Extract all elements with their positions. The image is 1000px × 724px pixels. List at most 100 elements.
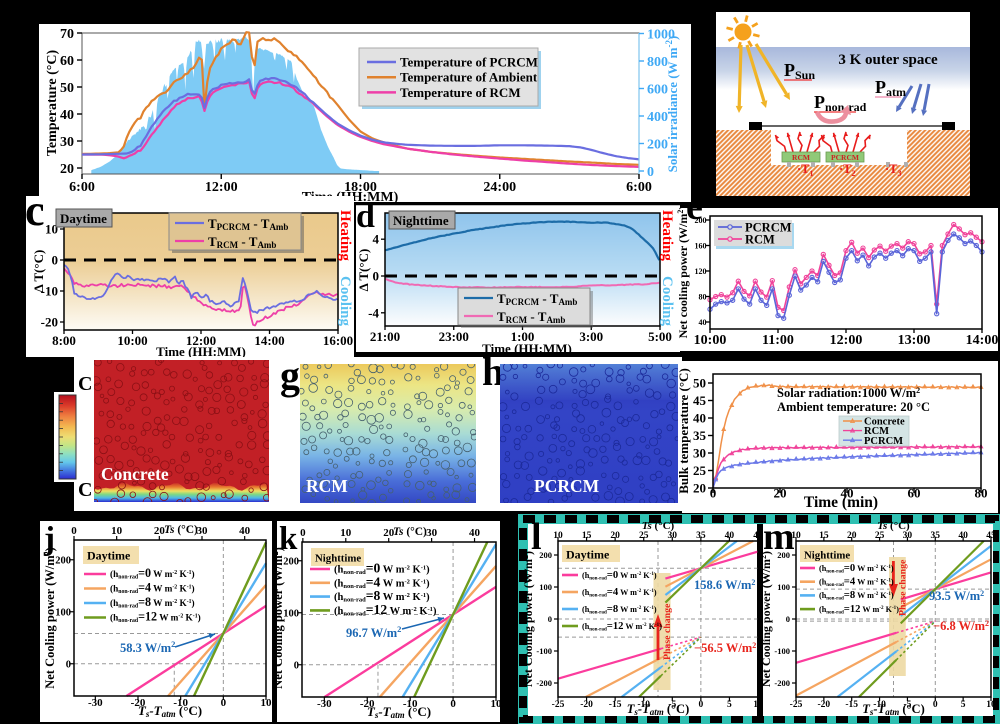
svg-text:Concrete: Concrete: [101, 464, 169, 484]
svg-text:20: 20: [847, 531, 857, 541]
svg-text:1:00: 1:00: [511, 329, 535, 344]
svg-text:15: 15: [819, 531, 829, 541]
svg-text:l: l: [531, 516, 542, 558]
svg-text:35: 35: [693, 428, 707, 443]
svg-text:PCRCM: PCRCM: [831, 153, 859, 162]
svg-text:10:00: 10:00: [117, 333, 147, 348]
svg-text:Ts (°C): Ts (°C): [642, 520, 675, 532]
svg-text:Net Cooling power (W/m2): Net Cooling power (W/m2): [271, 547, 286, 689]
svg-text:PCRCM: PCRCM: [534, 476, 600, 496]
svg-text:30: 30: [197, 525, 209, 537]
svg-text:600: 600: [647, 83, 668, 98]
svg-text:100: 100: [55, 607, 71, 618]
svg-text:20: 20: [383, 527, 395, 539]
svg-text:Ts (°C): Ts (°C): [393, 526, 427, 538]
svg-text:-5: -5: [668, 700, 676, 710]
svg-text:h: h: [482, 349, 504, 394]
svg-text:-30: -30: [88, 697, 103, 709]
svg-text:Time (HH:MM): Time (HH:MM): [156, 344, 246, 359]
svg-text:45: 45: [753, 531, 763, 541]
svg-text:Phase change: Phase change: [897, 559, 908, 616]
svg-text:100: 100: [283, 608, 299, 619]
svg-text:(hnon-rad=8 W m-2 K-1): (hnon-rad=8 W m-2 K-1): [582, 604, 657, 616]
svg-text:−6.8 W/m2: −6.8 W/m2: [933, 619, 989, 634]
svg-text:Net Cooling power (W/m2): Net Cooling power (W/m2): [521, 551, 536, 687]
svg-text:20: 20: [693, 481, 706, 496]
svg-text:200: 200: [695, 216, 707, 225]
svg-text:10: 10: [986, 700, 996, 710]
svg-text:-20: -20: [580, 700, 593, 710]
svg-text:j: j: [43, 521, 55, 557]
svg-text:158.6 W/m2: 158.6 W/m2: [694, 578, 755, 593]
svg-text:40: 40: [239, 525, 251, 537]
svg-text:35: 35: [696, 531, 706, 541]
svg-text:10: 10: [491, 698, 503, 710]
svg-text:25: 25: [639, 531, 649, 541]
svg-text:35: 35: [931, 531, 941, 541]
svg-text:RCM: RCM: [792, 153, 810, 162]
svg-text:10: 10: [45, 222, 58, 237]
svg-text:-10: -10: [637, 700, 650, 710]
svg-text:40: 40: [693, 411, 706, 426]
svg-text:(hnon-rad=12 W m-2 K-1): (hnon-rad=12 W m-2 K-1): [819, 604, 899, 616]
svg-text:d: d: [356, 198, 375, 235]
svg-text:Ts (°C): Ts (°C): [877, 520, 910, 532]
svg-text:25: 25: [693, 463, 707, 478]
svg-text:4: 4: [373, 232, 380, 247]
svg-text:0: 0: [710, 486, 717, 501]
svg-text:8:00: 8:00: [52, 333, 76, 348]
svg-text:k: k: [279, 521, 298, 557]
svg-text:5: 5: [961, 700, 966, 710]
svg-text:RCM: RCM: [745, 233, 775, 247]
svg-text:Cooling: Cooling: [337, 276, 353, 327]
svg-text:Cooling: Cooling: [659, 276, 675, 327]
svg-text:60: 60: [908, 486, 921, 501]
svg-text:3:00: 3:00: [579, 329, 603, 344]
svg-text:0: 0: [698, 700, 703, 710]
svg-text:23:00: 23:00: [439, 329, 469, 344]
svg-text:10: 10: [753, 700, 763, 710]
svg-text:100: 100: [777, 582, 790, 592]
svg-text:10: 10: [791, 531, 801, 541]
svg-text:14:00: 14:00: [966, 333, 999, 348]
svg-text:70: 70: [60, 27, 74, 42]
svg-text:Net Cooling power (W/m2): Net Cooling power (W/m2): [759, 551, 774, 687]
svg-text:45: 45: [986, 531, 996, 541]
svg-text:-15: -15: [845, 700, 858, 710]
svg-text:PCRCM: PCRCM: [745, 221, 792, 235]
svg-text:96.7 W/m2: 96.7 W/m2: [346, 624, 401, 640]
svg-text:Time (HH:MM): Time (HH:MM): [482, 341, 572, 356]
svg-text:·T3: ·T3: [885, 162, 902, 178]
svg-text:0: 0: [548, 614, 552, 624]
svg-text:Ts (°C): Ts (°C): [164, 524, 198, 536]
svg-text:0: 0: [52, 253, 59, 268]
svg-text:80: 80: [975, 486, 988, 501]
svg-text:-25: -25: [552, 700, 565, 710]
svg-text:-5: -5: [903, 700, 911, 710]
svg-text:(hnon-rad=0 W m-2 K-1): (hnon-rad=0 W m-2 K-1): [819, 563, 894, 575]
svg-text:20: 20: [154, 525, 166, 537]
svg-text:200: 200: [539, 550, 552, 560]
svg-text:-10: -10: [873, 700, 886, 710]
svg-text:40: 40: [699, 318, 707, 327]
svg-text:Time (min): Time (min): [804, 494, 878, 511]
svg-text:(hnon-rad=8 W m-2 K-1): (hnon-rad=8 W m-2 K-1): [819, 590, 894, 602]
svg-text:-4: -4: [368, 305, 379, 320]
svg-text:400: 400: [647, 110, 668, 125]
svg-text:12:00: 12:00: [186, 333, 216, 348]
svg-text:120: 120: [695, 267, 707, 276]
svg-text:·T1: ·T1: [797, 162, 814, 178]
svg-text:200: 200: [777, 550, 790, 560]
svg-text:Temperature (°C): Temperature (°C): [45, 50, 60, 157]
svg-text:30: 30: [693, 446, 706, 461]
svg-text:200: 200: [283, 556, 299, 567]
svg-text:11:00: 11:00: [762, 333, 794, 348]
svg-text:80: 80: [699, 292, 707, 301]
svg-text:Δ T(°C): Δ T(°C): [31, 250, 46, 293]
svg-text:RCM: RCM: [306, 476, 348, 496]
svg-text:-30: -30: [317, 698, 332, 710]
svg-text:Nighttime: Nighttime: [804, 550, 850, 562]
svg-text:40: 40: [958, 531, 968, 541]
svg-text:50: 50: [693, 376, 706, 391]
svg-text:20: 20: [60, 162, 74, 177]
